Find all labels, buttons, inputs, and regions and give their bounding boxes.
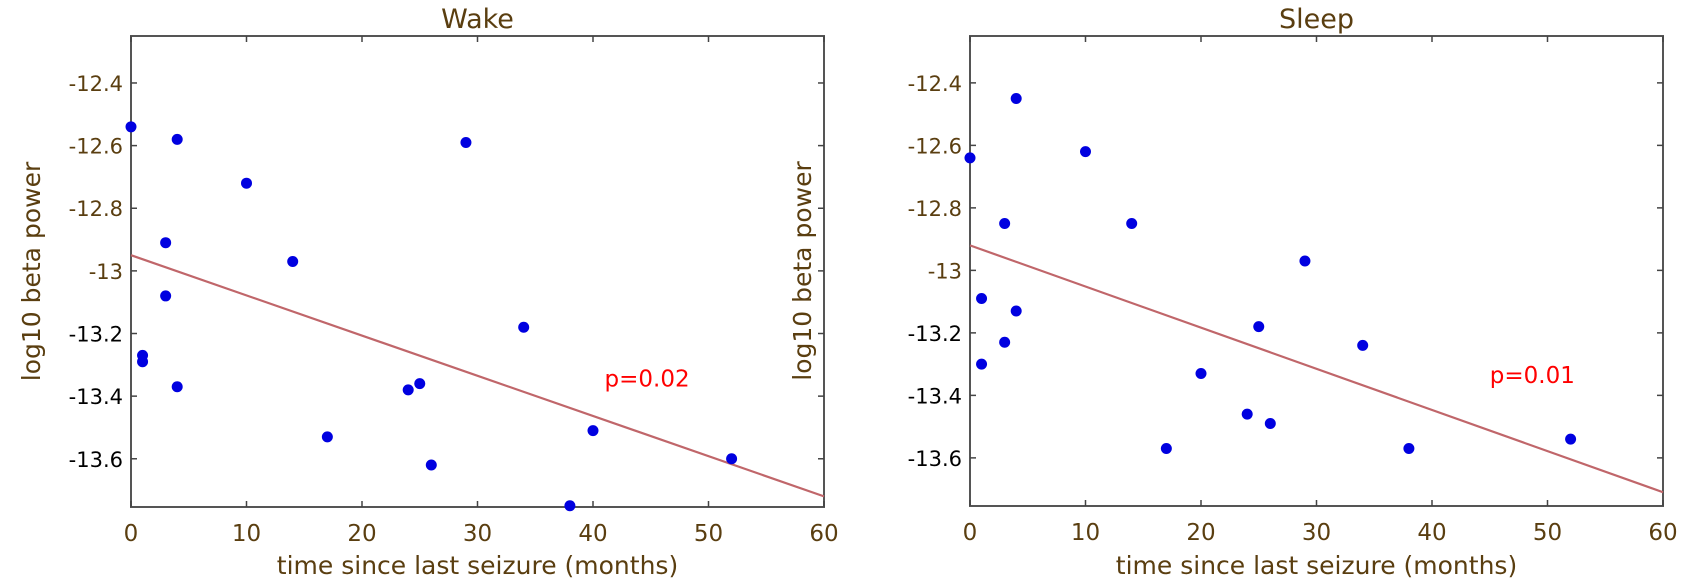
wake-ytick-label: -12.4 [69, 72, 123, 96]
sleep-ytick-label: -13.6 [908, 447, 962, 471]
wake-data-point [425, 459, 437, 471]
wake-xtick-label: 60 [809, 521, 838, 547]
sleep-xtick-label: 10 [1071, 520, 1100, 546]
sleep-data-point [976, 293, 988, 304]
sleep-data-point [1299, 255, 1311, 267]
sleep-title: Sleep [1279, 4, 1354, 35]
sleep-panel: Sleep time since last seizure (months) l… [788, 4, 1678, 580]
wake-panel: Wake time since last seizure (months) lo… [17, 4, 839, 580]
wake-axes-frame [130, 35, 825, 508]
wake-ytick-label: -13.4 [69, 385, 123, 409]
wake-data-point [587, 425, 599, 437]
wake-data-point [414, 378, 426, 390]
wake-ytick-label: -13.6 [69, 448, 123, 472]
sleep-xtick-label: 60 [1648, 520, 1677, 546]
wake-data-point [321, 431, 333, 443]
sleep-xtick-label: 20 [1186, 520, 1215, 546]
wake-data-point [564, 500, 576, 512]
wake-data-point [171, 381, 183, 393]
sleep-data-point [976, 358, 988, 370]
wake-data-point [518, 321, 530, 333]
wake-ytick-label: -13.2 [69, 323, 123, 347]
wake-data-point [726, 453, 738, 465]
wake-title: Wake [441, 4, 514, 35]
wake-ytick-label: -12.8 [69, 197, 123, 221]
sleep-data-point [1126, 218, 1138, 229]
sleep-xtick-label: 30 [1302, 520, 1331, 546]
sleep-data-point [1357, 339, 1369, 351]
sleep-data-point [1264, 418, 1276, 429]
wake-data-point [460, 136, 472, 148]
wake-data-point [171, 133, 183, 145]
wake-data-point [402, 384, 414, 396]
sleep-data-point [1403, 443, 1415, 454]
wake-xlabel: time since last seizure (months) [277, 551, 678, 580]
sleep-data-point [964, 152, 976, 164]
sleep-ytick-label: -13.4 [908, 384, 962, 408]
sleep-xtick-label: 40 [1417, 520, 1446, 546]
wake-data-point [241, 177, 252, 189]
wake-data-point [125, 121, 137, 133]
sleep-data-point [1253, 321, 1265, 333]
wake-xtick-label: 30 [463, 521, 492, 547]
sleep-data-point [1080, 146, 1091, 158]
sleep-ytick-label: -12.6 [908, 134, 962, 158]
wake-data-point [287, 255, 299, 267]
wake-xtick-label: 0 [124, 521, 139, 547]
sleep-data-point [1010, 305, 1022, 317]
sleep-data-point [999, 218, 1011, 229]
sleep-data-point [1010, 93, 1022, 104]
sleep-data-point [1241, 408, 1253, 420]
wake-ytick-label: -12.6 [69, 135, 123, 159]
sleep-data-point [999, 336, 1011, 348]
sleep-axes-frame [969, 35, 1664, 507]
wake-xtick-label: 40 [578, 521, 607, 547]
wake-data-point [160, 290, 172, 302]
sleep-xtick-label: 0 [963, 520, 978, 546]
sleep-ytick-label: -12.4 [908, 72, 962, 96]
wake-data-point [160, 237, 172, 249]
wake-regression-line [130, 254, 825, 498]
sleep-data-point [1565, 433, 1577, 445]
sleep-ytick-label: -13 [928, 259, 962, 283]
sleep-xtick-label: 50 [1533, 520, 1562, 546]
sleep-data-point [1195, 368, 1207, 379]
sleep-p-value-annotation: p=0.01 [1490, 363, 1575, 389]
sleep-ytick-label: -13.2 [908, 322, 962, 346]
sleep-ytick-label: -12.8 [908, 197, 962, 221]
wake-xtick-label: 10 [232, 521, 261, 547]
sleep-regression-line [969, 244, 1664, 494]
wake-xtick-label: 50 [694, 521, 723, 547]
sleep-data-point [1160, 443, 1172, 454]
wake-ylabel: log10 beta power [17, 161, 46, 381]
wake-ytick-label: -13 [89, 260, 123, 284]
wake-p-value-annotation: p=0.02 [605, 367, 690, 393]
sleep-ylabel: log10 beta power [788, 161, 817, 381]
wake-data-point [137, 356, 149, 368]
wake-xtick-label: 20 [347, 521, 376, 547]
sleep-xlabel: time since last seizure (months) [1116, 551, 1517, 580]
